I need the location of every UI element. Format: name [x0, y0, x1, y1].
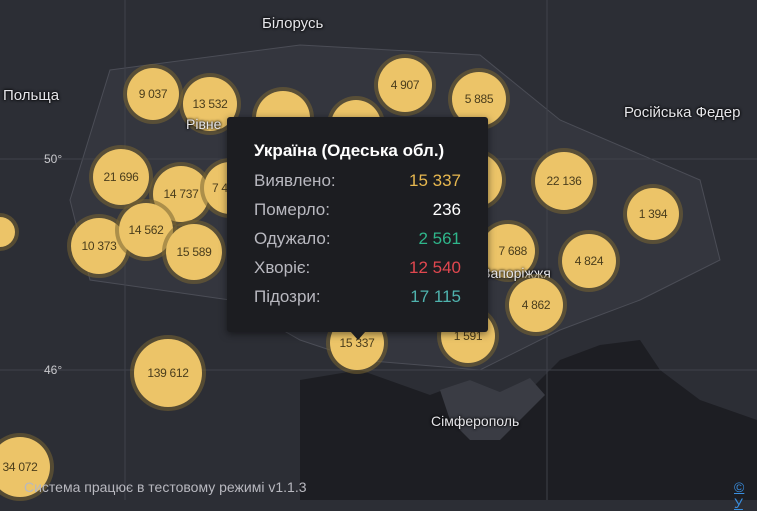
sea: [300, 340, 757, 500]
cluster-bubble[interactable]: 14 562: [119, 203, 173, 257]
stat-deaths: Померло: 236: [254, 200, 461, 220]
status-footer: Система працює в тестовому режимі v1.1.3: [24, 479, 307, 495]
stat-detected: Виявлено: 15 337: [254, 171, 461, 191]
stat-label: Підозри:: [254, 287, 321, 306]
stat-recovered: Одужало: 2 561: [254, 229, 461, 249]
stat-sick: Хворіє: 12 540: [254, 258, 461, 278]
city-label-zaporizhzhia: Запоріжжя: [482, 265, 551, 281]
cluster-bubble[interactable]: [0, 217, 15, 247]
stat-label: Одужало:: [254, 229, 331, 248]
stat-label: Виявлено:: [254, 171, 336, 190]
country-label-belarus: Білорусь: [262, 15, 324, 32]
city-label-rivne: Рівне: [186, 116, 222, 132]
cluster-bubble[interactable]: 9 037: [127, 68, 179, 120]
cluster-bubble[interactable]: 7 688: [481, 224, 535, 278]
cluster-bubble[interactable]: 139 612: [134, 339, 202, 407]
tooltip-arrow: [350, 331, 366, 340]
stat-label: Померло:: [254, 200, 330, 219]
cluster-bubble[interactable]: 21 696: [93, 149, 149, 205]
region-tooltip: Україна (Одеська обл.) Виявлено: 15 337 П…: [227, 117, 488, 332]
stat-value: 236: [432, 200, 461, 219]
cluster-bubble[interactable]: 4 824: [562, 234, 616, 288]
stat-label: Хворіє:: [254, 258, 311, 277]
cluster-bubble[interactable]: 1 394: [627, 188, 679, 240]
latitude-label-46: 46°: [44, 363, 63, 377]
latitude-label-50: 50°: [44, 152, 63, 166]
stat-suspected: Підозри: 17 115: [254, 287, 461, 307]
cluster-bubble[interactable]: 34 072: [0, 437, 50, 497]
crimea: [440, 378, 545, 440]
cluster-bubble[interactable]: 22 136: [535, 152, 593, 210]
tooltip-title: Україна (Одеська обл.): [254, 141, 445, 160]
country-label-russia: Російська Федер: [624, 104, 741, 121]
country-label-poland: Польща: [3, 87, 60, 104]
attribution-link[interactable]: © У: [734, 479, 745, 511]
stat-value: 17 115: [410, 287, 461, 306]
city-label-simferopol: Сімферополь: [431, 413, 520, 429]
stat-value: 15 337: [409, 171, 461, 190]
cluster-bubble[interactable]: 10 373: [71, 218, 127, 274]
cluster-bubble[interactable]: 4 862: [509, 278, 563, 332]
cluster-bubble[interactable]: 15 589: [166, 224, 222, 280]
stat-value: 2 561: [418, 229, 461, 248]
cluster-bubble[interactable]: 4 907: [378, 58, 432, 112]
stat-value: 12 540: [409, 258, 461, 277]
